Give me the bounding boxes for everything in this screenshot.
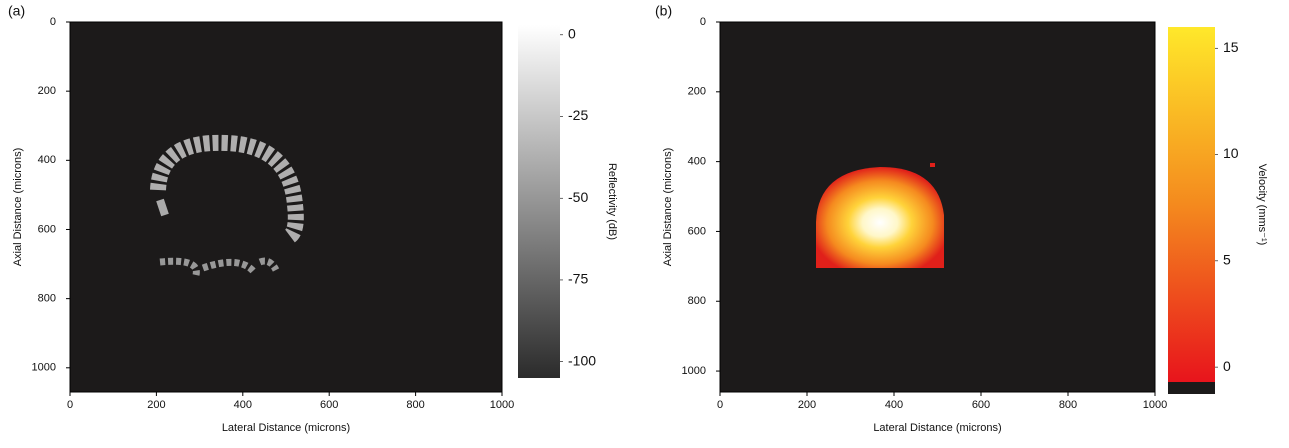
x-tick-label: 200 bbox=[798, 399, 816, 411]
colorbar-tick-label: -75 bbox=[568, 271, 588, 287]
x-tick-label: 1000 bbox=[490, 399, 514, 411]
colorbar bbox=[518, 25, 560, 378]
y-tick-label: 800 bbox=[38, 293, 56, 305]
x-axis-label: Lateral Distance (microns) bbox=[873, 422, 1001, 434]
panel-label: (a) bbox=[8, 3, 25, 19]
velocity-image bbox=[816, 163, 944, 268]
y-tick-label: 0 bbox=[50, 16, 56, 28]
colorbar-tick-label: -25 bbox=[568, 107, 588, 123]
x-tick-label: 600 bbox=[972, 399, 990, 411]
x-tick-label: 1000 bbox=[1143, 399, 1167, 411]
x-tick-label: 600 bbox=[320, 399, 338, 411]
x-tick-label: 0 bbox=[67, 399, 73, 411]
x-tick-label: 0 bbox=[717, 399, 723, 411]
colorbar-tick-label: 10 bbox=[1223, 145, 1239, 161]
plot-frame bbox=[719, 21, 1156, 393]
colorbar-underflow bbox=[1168, 382, 1215, 394]
colorbar-tick-label: -100 bbox=[568, 352, 596, 368]
x-tick-label: 800 bbox=[406, 399, 424, 411]
x-tick-label: 200 bbox=[147, 399, 165, 411]
x-tick-label: 800 bbox=[1059, 399, 1077, 411]
y-tick-label: 0 bbox=[700, 16, 706, 28]
y-axis-label: Axial Distance (microns) bbox=[12, 148, 24, 267]
colorbar-tick-label: 0 bbox=[568, 26, 576, 42]
panel-label: (b) bbox=[655, 3, 672, 19]
y-tick-label: 600 bbox=[688, 225, 706, 237]
y-tick-label: 1000 bbox=[32, 362, 56, 374]
colorbar-label: Velocity (mms⁻¹) bbox=[1256, 164, 1268, 246]
y-tick-label: 1000 bbox=[682, 365, 706, 377]
y-tick-label: 200 bbox=[38, 85, 56, 97]
x-axis-label: Lateral Distance (microns) bbox=[222, 422, 350, 434]
colorbar-label: Reflectivity (dB) bbox=[606, 163, 618, 240]
x-tick-label: 400 bbox=[234, 399, 252, 411]
y-tick-label: 200 bbox=[688, 86, 706, 98]
colorbar-tick-label: 0 bbox=[1223, 358, 1231, 374]
y-axis-label: Axial Distance (microns) bbox=[662, 148, 674, 267]
y-tick-label: 800 bbox=[688, 295, 706, 307]
colorbar-tick-label: -50 bbox=[568, 189, 588, 205]
y-tick-label: 400 bbox=[688, 156, 706, 168]
plot-area bbox=[70, 22, 502, 392]
colorbar-tick-label: 5 bbox=[1223, 252, 1231, 268]
plot-frame bbox=[69, 21, 503, 393]
colorbar-tick-label: 15 bbox=[1223, 39, 1239, 55]
reflectivity-image bbox=[150, 134, 304, 276]
x-tick-label: 400 bbox=[885, 399, 903, 411]
y-tick-label: 600 bbox=[38, 223, 56, 235]
colorbar bbox=[1168, 27, 1215, 382]
y-tick-label: 400 bbox=[38, 154, 56, 166]
